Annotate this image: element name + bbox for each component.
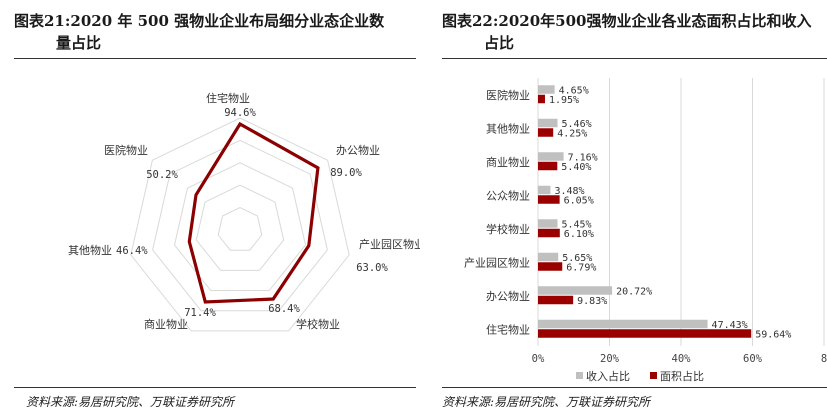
bar-area-mark [538,228,560,238]
left-chart-title: 图表21:2020 年 500 强物业企业布局细分业态企业数 量占比 [14,10,414,54]
radar-category-label: 办公物业 [336,143,380,157]
legend-swatch [650,372,657,379]
x-tick-label: 8 [821,353,827,365]
bar-area-mark [538,94,545,104]
bar-value-label: 6.10% [564,229,594,240]
radar-grid-ring [152,139,328,312]
bar-category-label: 产业园区物业 [464,255,530,269]
bar-value-label: 1.95% [549,95,579,106]
left-title-line2: 量占比 [56,34,102,52]
bar-category-label: 其他物业 [486,121,530,135]
radar-value-label: 63.0% [356,262,388,274]
x-tick-label: 60% [743,353,763,365]
bar-value-label: 6.79% [566,262,596,273]
left-bottom-rule [14,387,416,388]
right-title-line1: 图表22:2020年500强物业企业各业态面积占比和收入 [442,12,812,30]
bar-value-label: 47.43% [712,320,748,331]
radar-category-label: 商业物业 [144,317,188,331]
bar-category-label: 办公物业 [486,289,530,303]
radar-grid-ring [173,162,307,291]
bar-income-mark [538,152,564,161]
bar-value-label: 4.65% [559,85,589,96]
bar-value-label: 4.25% [557,128,587,139]
bar-area-mark [538,329,752,338]
x-tick-label: 20% [600,353,620,365]
bar-income-mark [538,118,558,128]
bar-category-label: 医院物业 [486,88,530,102]
x-tick-label: 40% [672,353,692,365]
radar-category-label: 医院物业 [104,143,148,157]
radar-value-label: 94.6% [224,107,256,119]
right-title-line2: 占比 [484,34,515,52]
x-tick-label: 0% [532,353,545,365]
bar-area-mark [538,161,558,171]
bar-value-label: 3.48% [554,186,584,197]
right-chart-title: 图表22:2020年500强物业企业各业态面积占比和收入 占比 [442,10,827,54]
legend-swatch [576,372,583,379]
radar-series-line [187,121,320,304]
bar-area-mark [538,295,574,305]
bar-income-mark [538,85,555,94]
bar-value-label: 9.83% [577,296,607,307]
radar-category-label: 学校物业 [296,317,340,331]
radar-grid-ring [217,207,263,251]
radar-value-label: 46.4% [116,245,148,257]
bar-value-label: 5.40% [561,162,591,173]
bar-category-label: 学校物业 [486,222,530,236]
radar-category-label: 住宅物业 [206,91,250,105]
radar-category-label: 其他物业 [68,243,112,257]
radar-value-label: 68.4% [268,303,300,315]
legend-label: 收入占比 [586,369,630,383]
bar-category-label: 住宅物业 [486,322,530,336]
right-top-rule [442,58,827,59]
bar-income-mark [538,219,558,228]
left-top-rule [14,58,416,59]
radar-value-label: 50.2% [146,169,178,181]
bar-value-label: 20.72% [616,286,652,297]
bar-income-mark [538,252,559,262]
right-chart-panel: 图表22:2020年500强物业企业各业态面积占比和收入 占比 0% 20% 40%… [420,0,827,414]
right-bottom-rule [442,387,827,388]
radar-grid-ring [195,184,285,271]
left-title-line1: 图表21:2020 年 500 强物业企业布局细分业态企业数 [14,12,385,30]
bar-area-mark [538,128,554,137]
bar-value-label: 5.65% [562,253,592,264]
bar-area-mark [538,262,563,271]
right-source-note: 资料来源:易居研究院、万联证券研究所 [442,395,651,409]
bar-income-mark [538,286,613,295]
bar-income-mark [538,185,551,195]
bar-chart: 0% 20% 40% 60% 8 医院物业 4.65%1.95% 其他物业 5.46%4.25%… [464,78,827,383]
bar-category-label: 商业物业 [486,155,530,169]
bar-income-mark [538,319,708,329]
radar-value-label: 89.0% [330,167,362,179]
bar-area-mark [538,195,560,204]
bar-value-label: 6.05% [564,195,594,206]
bar-category-label: 公众物业 [486,188,530,202]
radar-value-label: 71.4% [184,307,216,319]
radar-category-label: 产业园区物业 [359,237,420,251]
bar-value-label: 7.16% [568,152,598,163]
legend-label: 面积占比 [660,369,704,383]
left-source-note: 资料来源:易居研究院、万联证券研究所 [26,395,235,409]
radar-grid-ring [130,117,350,332]
bar-value-label: 5.46% [562,119,592,130]
left-chart-panel: 图表21:2020 年 500 强物业企业布局细分业态企业数 量占比 住宅物业 9… [14,10,420,409]
bar-value-label: 59.64% [755,329,791,340]
radar-chart: 住宅物业 94.6% 办公物业 89.0% 产业园区物业 63.0% 学校物业 68.4% 商业… [68,91,420,332]
bar-value-label: 5.45% [561,219,591,230]
